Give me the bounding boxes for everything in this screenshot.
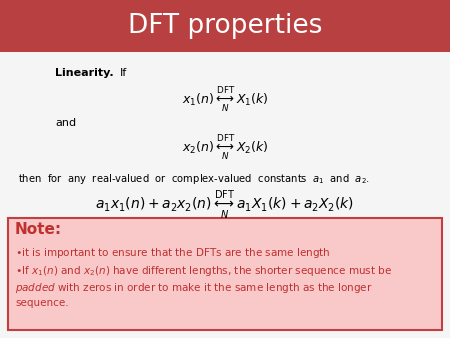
Text: sequence.: sequence.	[15, 298, 68, 309]
Text: $x_2(n) \overset{\mathrm{DFT}}{\underset{N}{\longleftrightarrow}} X_2(k)$: $x_2(n) \overset{\mathrm{DFT}}{\underset…	[182, 132, 268, 163]
Text: $\bullet$If $x_1(n)$ and $x_2(n)$ have different lengths, the shorter sequence m: $\bullet$If $x_1(n)$ and $x_2(n)$ have d…	[15, 264, 392, 277]
Text: $a_1 x_1(n) + a_2 x_2(n) \overset{\mathrm{DFT}}{\underset{N}{\longleftrightarrow: $a_1 x_1(n) + a_2 x_2(n) \overset{\mathr…	[95, 188, 355, 222]
Text: $x_1(n) \overset{\mathrm{DFT}}{\underset{N}{\longleftrightarrow}} X_1(k)$: $x_1(n) \overset{\mathrm{DFT}}{\underset…	[182, 84, 268, 115]
Text: $\it{padded}$ with zeros in order to make it the same length as the longer: $\it{padded}$ with zeros in order to mak…	[15, 281, 373, 295]
Bar	[8, 218, 442, 330]
Text: If: If	[120, 68, 127, 78]
Text: $\bullet$it is important to ensure that the DFTs are the same length: $\bullet$it is important to ensure that …	[15, 246, 331, 260]
Text: then  for  any  real-valued  or  complex-valued  constants  $\boldsymbol{a_1}$  : then for any real-valued or complex-valu…	[18, 172, 370, 186]
Text: Note:: Note:	[15, 222, 62, 237]
Text: DFT properties: DFT properties	[128, 13, 322, 39]
Text: and: and	[55, 118, 76, 128]
Text: Linearity.: Linearity.	[55, 68, 113, 78]
Bar	[0, 0, 450, 52]
